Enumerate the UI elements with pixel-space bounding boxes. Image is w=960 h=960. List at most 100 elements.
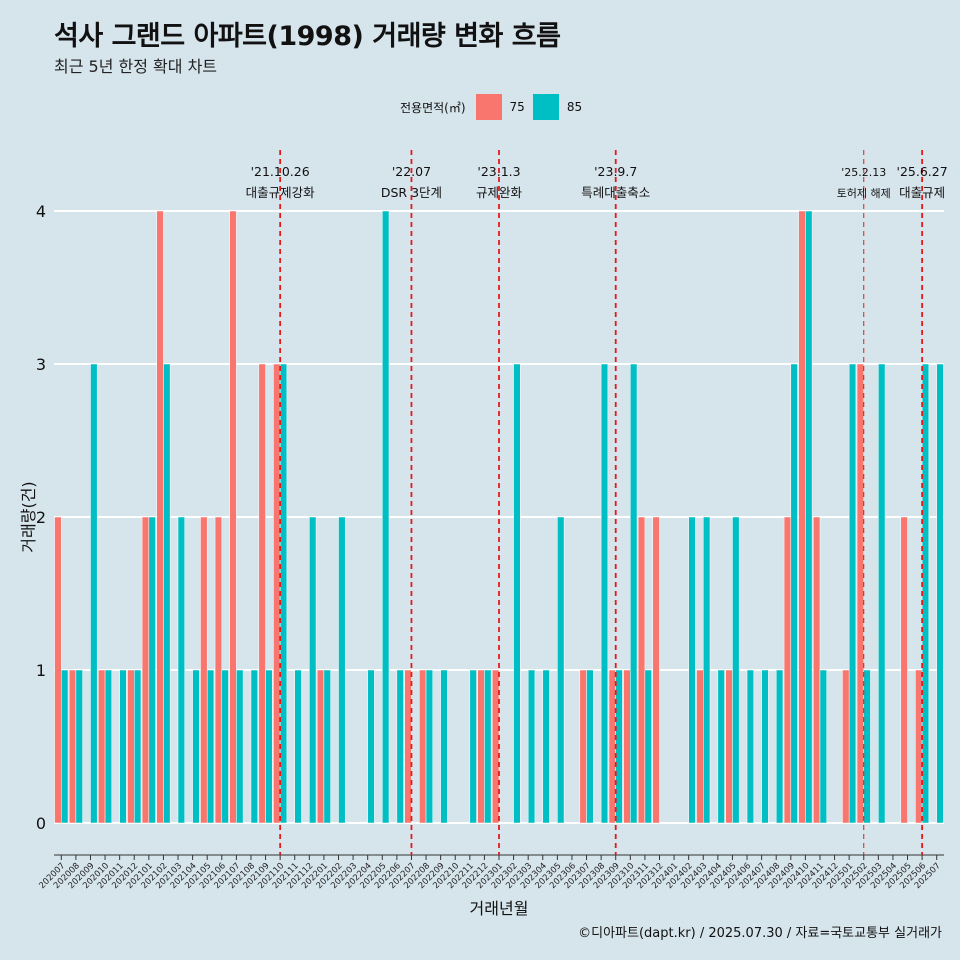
bar-75-202208 — [419, 669, 427, 824]
event-date-2: '23.1.3 — [477, 164, 520, 179]
chart-subtitle: 최근 5년 한정 확대 차트 — [54, 57, 218, 76]
bar-75-202409 — [783, 516, 792, 824]
bar-75-202311 — [637, 516, 646, 824]
bar-85-202104 — [192, 669, 200, 824]
bar-85-202402 — [688, 516, 696, 824]
bar-85-202411 — [819, 669, 827, 824]
bar-85-202202 — [338, 516, 346, 824]
bar-85-202102 — [163, 363, 171, 824]
y-tick-label-2: 2 — [36, 508, 46, 527]
bar-85-202008 — [75, 669, 83, 824]
event-date-5: '25.6.27 — [897, 164, 948, 179]
bar-75-202307 — [579, 669, 587, 824]
bar-85-202303 — [527, 669, 536, 824]
event-label-2: 규제완화 — [476, 185, 523, 200]
bar-75-202405 — [725, 669, 733, 824]
bar-75-202007 — [54, 516, 62, 824]
y-tick-label-0: 0 — [36, 814, 46, 833]
bar-85-202501 — [848, 363, 857, 824]
bar-85-202011 — [119, 669, 127, 824]
bar-85-202209 — [440, 669, 448, 824]
x-axis-title: 거래년월 — [470, 899, 529, 918]
y-axis-title: 거래량(건) — [19, 481, 38, 552]
bar-75-202012 — [127, 669, 135, 824]
bar-85-202503 — [878, 363, 886, 824]
bar-85-202408 — [775, 669, 784, 824]
bar-85-202308 — [600, 363, 609, 824]
bar-85-202111 — [294, 669, 302, 824]
event-label-3: 특례대출축소 — [581, 185, 650, 200]
bar-85-202108 — [250, 669, 258, 824]
bar-75-202105 — [200, 516, 208, 824]
bar-85-202310 — [630, 363, 638, 824]
bar-85-202212 — [484, 669, 492, 824]
bar-85-202107 — [236, 669, 244, 824]
bar-85-202204 — [367, 669, 375, 824]
legend-item-85: 85 — [532, 94, 583, 120]
bar-75-202109 — [258, 363, 266, 824]
bar-85-202404 — [717, 669, 725, 824]
bar-85-202506 — [921, 363, 930, 824]
y-tick-label-3: 3 — [36, 355, 46, 374]
bar-85-202112 — [309, 516, 317, 824]
bar-75-202101 — [141, 516, 150, 824]
bar-85-202007 — [61, 669, 69, 824]
bar-75-202201 — [316, 669, 325, 824]
bar-85-202406 — [746, 669, 754, 824]
legend-swatch-85 — [532, 94, 559, 120]
event-label-1: DSR 3단계 — [381, 185, 442, 200]
bar-75-202403 — [696, 669, 704, 824]
bar-85-202106 — [221, 669, 229, 824]
event-date-3: '23.9.7 — [594, 164, 637, 179]
bar-85-202305 — [557, 516, 565, 824]
bar-75-202110 — [273, 363, 281, 824]
bar-85-202302 — [513, 363, 521, 824]
bar-75-202301 — [492, 669, 500, 824]
bar-85-202206 — [396, 669, 404, 824]
bar-75-202312 — [652, 516, 660, 824]
legend-label-75: 75 — [509, 100, 525, 114]
bar-75-202505 — [900, 516, 908, 824]
bar-75-202008 — [68, 669, 77, 824]
legend-title: 전용면적(㎡) — [400, 100, 466, 115]
event-label-0: 대출규제강화 — [246, 185, 316, 200]
bar-85-202105 — [206, 669, 215, 824]
bar-75-202501 — [842, 669, 850, 824]
bar-75-202102 — [156, 210, 164, 824]
bar-85-202110 — [279, 363, 288, 824]
bar-85-202205 — [382, 210, 390, 824]
bar-75-202310 — [623, 669, 631, 824]
bar-75-202207 — [404, 669, 412, 824]
bar-85-202311 — [644, 669, 652, 824]
event-date-4: '25.2.13 — [841, 166, 886, 179]
legend-item-75: 75 — [475, 94, 525, 120]
bar-85-202012 — [133, 669, 142, 824]
bar-85-202507 — [936, 363, 944, 824]
bar-75-202106 — [214, 516, 223, 824]
event-date-1: '22.07 — [392, 164, 431, 179]
bar-85-202410 — [805, 210, 813, 824]
bar-85-202409 — [790, 363, 798, 824]
bar-85-202208 — [425, 669, 434, 824]
bar-85-202211 — [469, 669, 477, 824]
y-tick-label-1: 1 — [36, 661, 46, 680]
bar-85-202403 — [703, 516, 711, 824]
bar-85-202304 — [542, 669, 550, 824]
bar-75-202502 — [856, 363, 865, 824]
bar-85-202009 — [90, 363, 98, 824]
bar-85-202502 — [863, 669, 871, 824]
legend-label-85: 85 — [566, 100, 583, 114]
bar-85-202103 — [177, 516, 185, 824]
bar-85-202010 — [104, 669, 113, 824]
source-caption: ©디아파트(dapt.kr) / 2025.07.30 / 자료=국토교통부 실… — [578, 926, 942, 941]
bar-85-202309 — [615, 669, 623, 824]
event-label-5: 대출규제 — [899, 185, 945, 200]
bar-75-202506 — [915, 669, 923, 824]
bar-75-202410 — [798, 210, 806, 824]
bar-75-202212 — [477, 669, 485, 824]
bar-85-202101 — [148, 516, 156, 824]
bar-85-202201 — [323, 669, 331, 824]
bar-75-202107 — [229, 210, 237, 824]
